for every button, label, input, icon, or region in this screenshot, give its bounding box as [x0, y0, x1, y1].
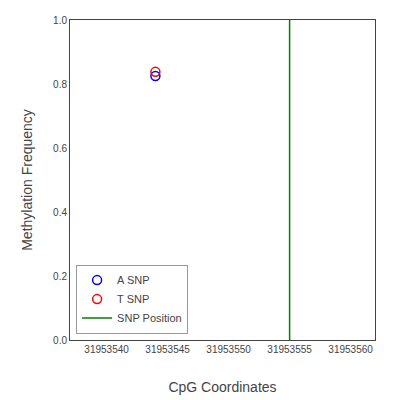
svg-text:31953555: 31953555	[267, 344, 312, 355]
svg-text:31953540: 31953540	[84, 344, 129, 355]
svg-text:31953560: 31953560	[328, 344, 373, 355]
svg-text:T SNP: T SNP	[117, 293, 149, 305]
svg-text:31953550: 31953550	[206, 344, 251, 355]
svg-text:SNP Position: SNP Position	[117, 312, 182, 324]
svg-text:0.0: 0.0	[53, 335, 67, 346]
svg-text:0.2: 0.2	[53, 271, 67, 282]
svg-text:CpG Coordinates: CpG Coordinates	[168, 379, 276, 395]
svg-text:A SNP: A SNP	[117, 274, 149, 286]
svg-text:31953545: 31953545	[145, 344, 190, 355]
svg-text:0.8: 0.8	[53, 79, 67, 90]
svg-text:0.4: 0.4	[53, 207, 67, 218]
svg-text:1.0: 1.0	[53, 15, 67, 26]
svg-text:Methylation Frequency: Methylation Frequency	[19, 109, 35, 251]
svg-text:0.6: 0.6	[53, 143, 67, 154]
